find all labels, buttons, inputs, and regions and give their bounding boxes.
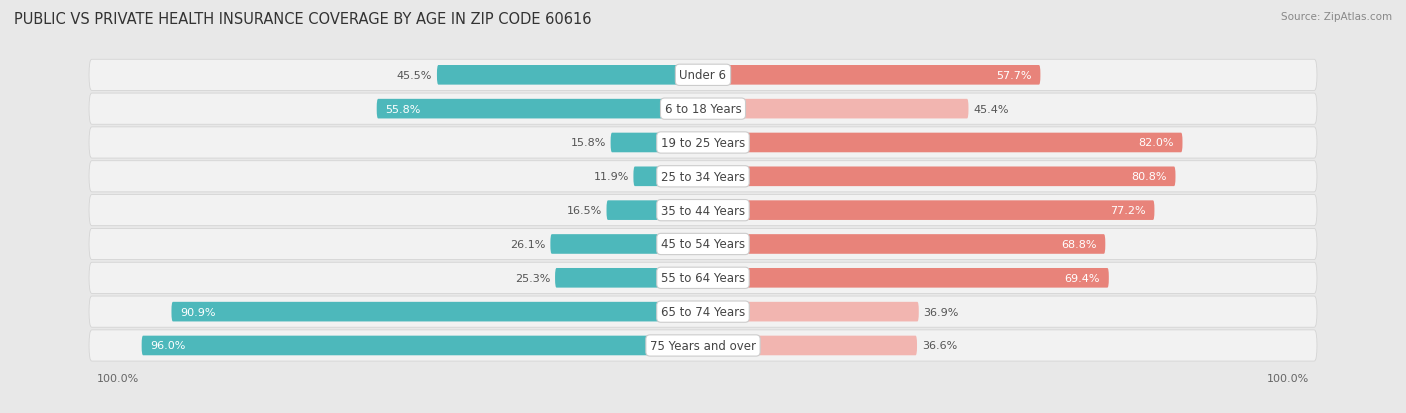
Text: 45.5%: 45.5% (396, 71, 432, 81)
Text: 90.9%: 90.9% (180, 307, 215, 317)
FancyBboxPatch shape (703, 133, 1182, 153)
Text: 80.8%: 80.8% (1132, 172, 1167, 182)
Text: 36.6%: 36.6% (922, 341, 957, 351)
FancyBboxPatch shape (89, 161, 1317, 192)
FancyBboxPatch shape (606, 201, 703, 221)
Text: 11.9%: 11.9% (593, 172, 628, 182)
Text: 15.8%: 15.8% (571, 138, 606, 148)
FancyBboxPatch shape (89, 195, 1317, 226)
Text: 19 to 25 Years: 19 to 25 Years (661, 137, 745, 150)
Text: 45.4%: 45.4% (973, 104, 1008, 114)
FancyBboxPatch shape (555, 268, 703, 288)
FancyBboxPatch shape (703, 336, 917, 356)
Text: Source: ZipAtlas.com: Source: ZipAtlas.com (1281, 12, 1392, 22)
Text: 25.3%: 25.3% (515, 273, 550, 283)
Text: 57.7%: 57.7% (995, 71, 1032, 81)
FancyBboxPatch shape (377, 100, 703, 119)
FancyBboxPatch shape (610, 133, 703, 153)
FancyBboxPatch shape (703, 167, 1175, 187)
Legend: Public Insurance, Private Insurance: Public Insurance, Private Insurance (571, 408, 835, 413)
Text: 55 to 64 Years: 55 to 64 Years (661, 272, 745, 285)
FancyBboxPatch shape (89, 297, 1317, 328)
Text: 96.0%: 96.0% (150, 341, 186, 351)
Text: 65 to 74 Years: 65 to 74 Years (661, 305, 745, 318)
FancyBboxPatch shape (703, 302, 918, 322)
FancyBboxPatch shape (89, 60, 1317, 91)
Text: PUBLIC VS PRIVATE HEALTH INSURANCE COVERAGE BY AGE IN ZIP CODE 60616: PUBLIC VS PRIVATE HEALTH INSURANCE COVER… (14, 12, 592, 27)
Text: 16.5%: 16.5% (567, 206, 602, 216)
FancyBboxPatch shape (89, 330, 1317, 361)
Text: 68.8%: 68.8% (1062, 240, 1097, 249)
FancyBboxPatch shape (89, 128, 1317, 159)
FancyBboxPatch shape (172, 302, 703, 322)
Text: 36.9%: 36.9% (924, 307, 959, 317)
Text: 77.2%: 77.2% (1109, 206, 1146, 216)
Text: 75 Years and over: 75 Years and over (650, 339, 756, 352)
FancyBboxPatch shape (89, 229, 1317, 260)
Text: 6 to 18 Years: 6 to 18 Years (665, 103, 741, 116)
FancyBboxPatch shape (550, 235, 703, 254)
Text: 25 to 34 Years: 25 to 34 Years (661, 171, 745, 183)
Text: 45 to 54 Years: 45 to 54 Years (661, 238, 745, 251)
FancyBboxPatch shape (703, 201, 1154, 221)
Text: 55.8%: 55.8% (385, 104, 420, 114)
FancyBboxPatch shape (703, 66, 1040, 85)
FancyBboxPatch shape (703, 268, 1109, 288)
FancyBboxPatch shape (437, 66, 703, 85)
Text: 69.4%: 69.4% (1064, 273, 1099, 283)
Text: 35 to 44 Years: 35 to 44 Years (661, 204, 745, 217)
FancyBboxPatch shape (703, 235, 1105, 254)
FancyBboxPatch shape (634, 167, 703, 187)
Text: 26.1%: 26.1% (510, 240, 546, 249)
FancyBboxPatch shape (142, 336, 703, 356)
Text: 82.0%: 82.0% (1139, 138, 1174, 148)
FancyBboxPatch shape (703, 100, 969, 119)
FancyBboxPatch shape (89, 94, 1317, 125)
FancyBboxPatch shape (89, 263, 1317, 294)
Text: Under 6: Under 6 (679, 69, 727, 82)
